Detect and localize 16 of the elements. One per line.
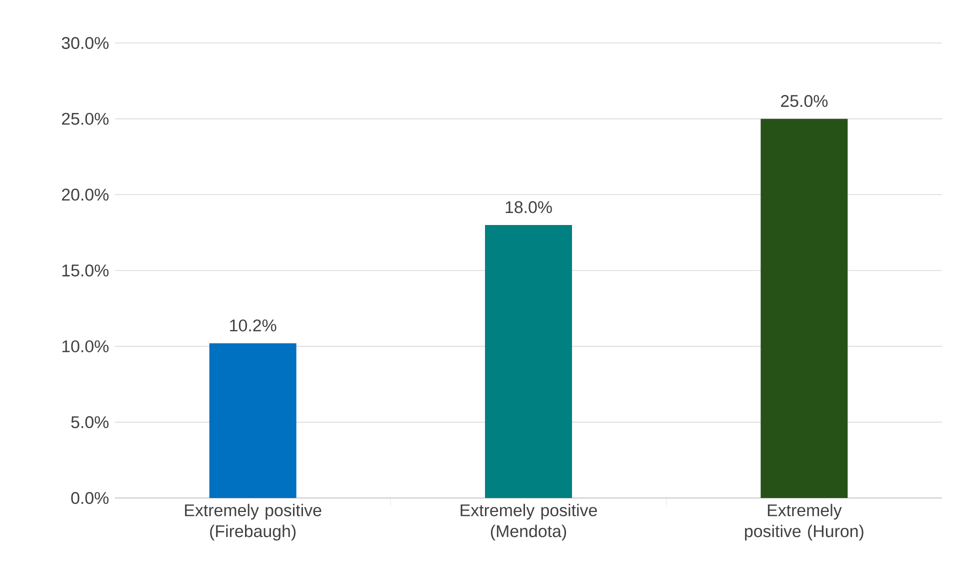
y-tick-label: 0.0% [71, 492, 109, 504]
data-label: 10.2% [230, 319, 276, 332]
y-tick-label: 25.0% [62, 112, 109, 125]
data-label: 18.0% [506, 201, 552, 214]
x-tick-label: Extremely positive (Huron) [745, 504, 864, 541]
data-label: 25.0% [781, 94, 828, 107]
x-tick-label: Extremely positive (Firebaugh) [185, 504, 322, 541]
y-tick-label: 15.0% [62, 264, 109, 276]
y-tick-label: 30.0% [62, 36, 109, 49]
y-tick-label: 10.0% [62, 340, 109, 352]
bar [485, 224, 572, 498]
bar [760, 118, 848, 498]
y-tick-label: 5.0% [71, 416, 109, 428]
y-tick-label: 20.0% [62, 188, 109, 201]
bar [209, 343, 296, 498]
x-tick-label: Extremely positive (Mendota) [460, 504, 597, 541]
